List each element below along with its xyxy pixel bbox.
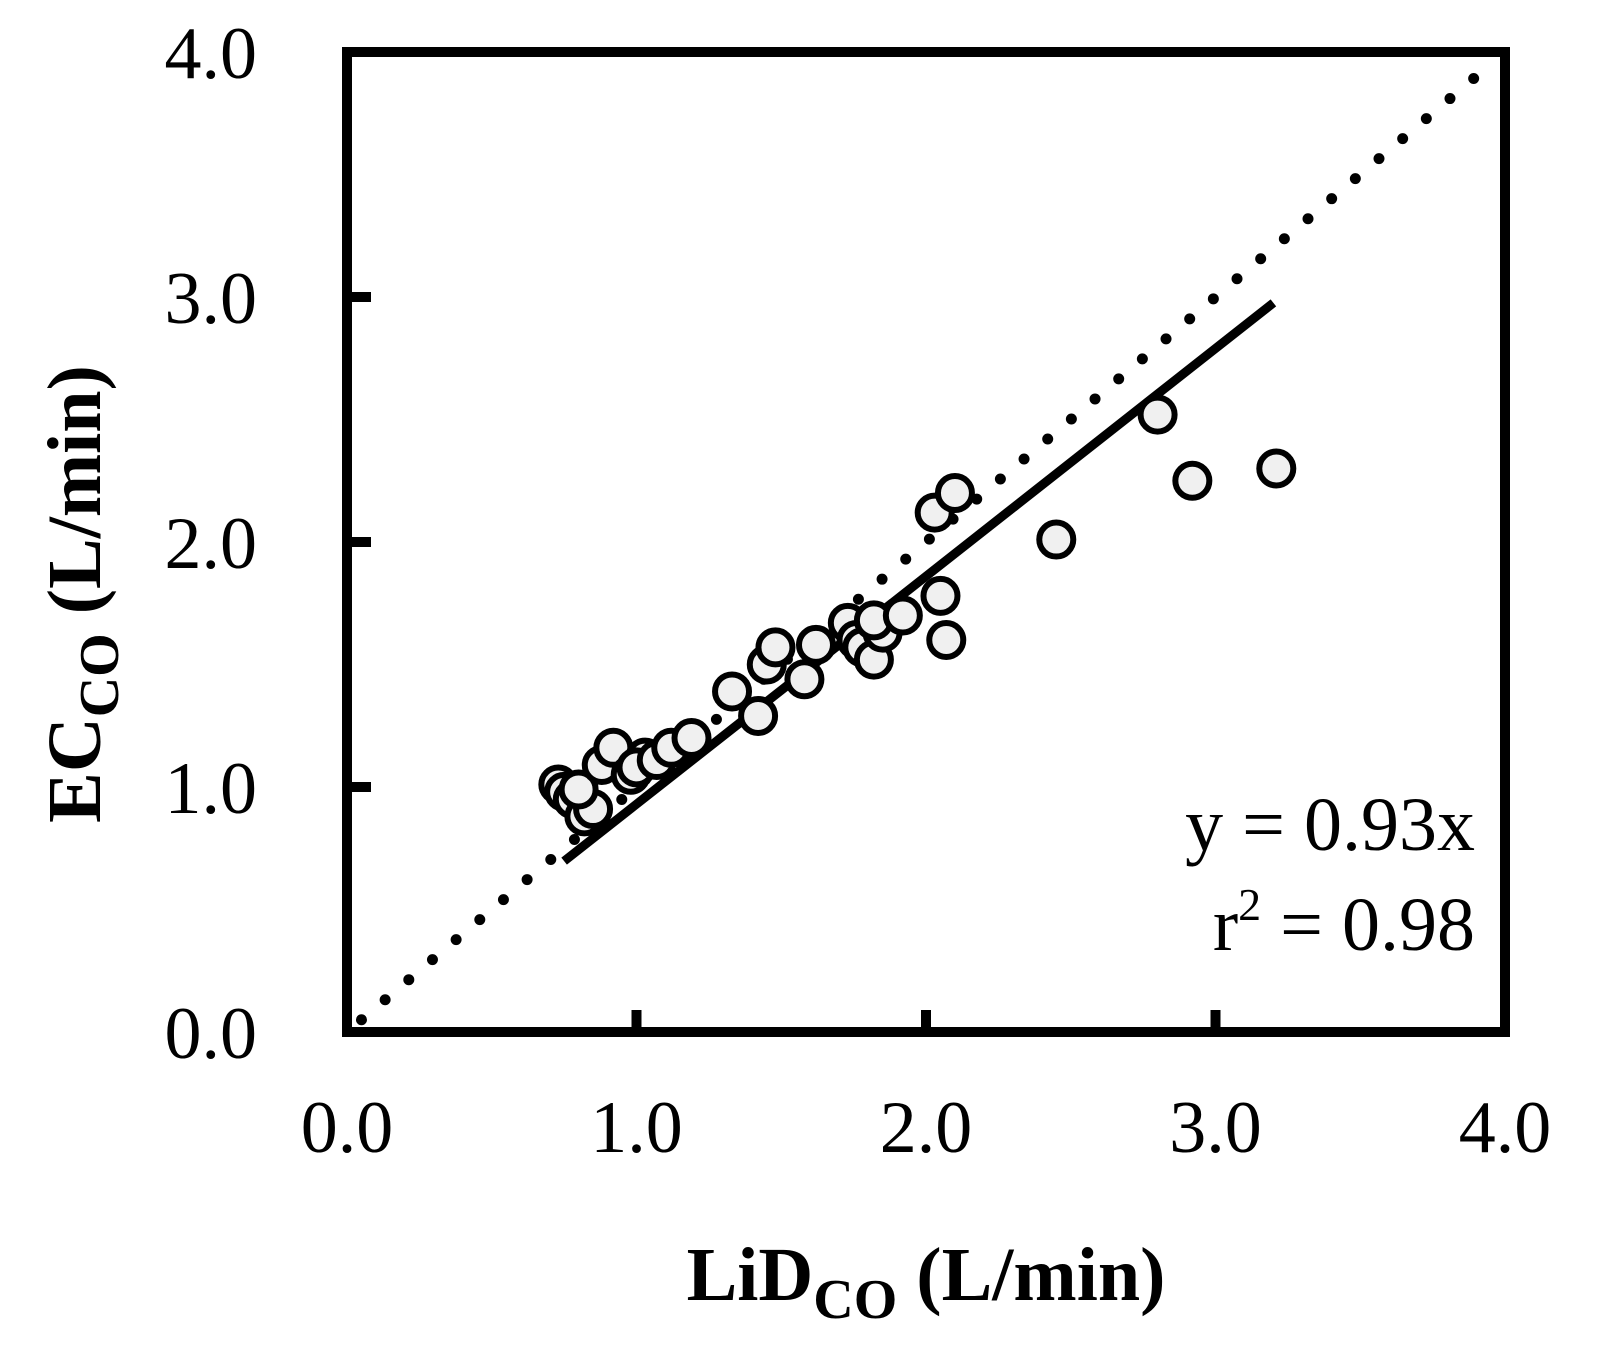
data-point [926,620,967,660]
x-axis-ticks [631,1010,1221,1032]
regression-equation: y = 0.93x [1185,783,1475,867]
y-axis-title-unit: (L/min) [33,365,117,633]
identity-line [355,58,1497,1026]
data-point [1256,448,1297,489]
data-point [920,575,961,616]
data-point [1172,460,1213,501]
data-point [784,659,825,700]
data-points [538,394,1297,837]
data-point [1137,394,1178,435]
r-squared-value: = 0.98 [1261,883,1475,967]
data-point [671,718,712,758]
x-tick-label: 2.0 [880,1087,973,1169]
y-axis-title: ECCO (L/min) [33,365,131,823]
regression-line-path [561,299,1277,865]
x-tick-label: 3.0 [1169,1087,1262,1169]
data-point [1036,519,1077,560]
x-axis-tick-labels: 0.0 1.0 2.0 3.0 4.0 [301,1087,1552,1169]
y-axis-title-main: EC [33,717,117,823]
data-point [795,624,836,665]
data-point [738,695,779,736]
y-tick-label: 4.0 [165,13,258,95]
data-point [712,671,753,712]
identity-line-path [355,58,1497,1026]
x-tick-label: 1.0 [590,1087,683,1169]
y-tick-label: 2.0 [165,503,258,585]
r-squared-prefix: r [1213,883,1238,967]
r-squared-superscript: 2 [1238,879,1261,930]
y-axis-tick-labels: 0.0 1.0 2.0 3.0 4.0 [165,13,258,1075]
r-squared-annotation: r2 = 0.98 [1213,879,1475,967]
data-point [882,595,923,636]
data-point [755,627,796,668]
x-tick-label: 4.0 [1459,1087,1552,1169]
x-axis-title: LiDCO (L/min) [687,1233,1166,1331]
x-tick-label: 0.0 [301,1087,394,1169]
regression-line [561,299,1277,865]
y-tick-label: 1.0 [165,748,258,830]
data-point [558,769,599,810]
x-axis-title-subscript: CO [813,1269,897,1331]
y-axis-title-subscript: CO [69,633,131,717]
x-axis-title-unit: (L/min) [897,1233,1165,1317]
y-tick-label: 0.0 [165,993,258,1075]
x-axis-title-main: LiD [687,1233,814,1317]
y-axis-ticks [347,292,371,792]
y-tick-label: 3.0 [165,258,258,340]
data-point [934,473,975,513]
